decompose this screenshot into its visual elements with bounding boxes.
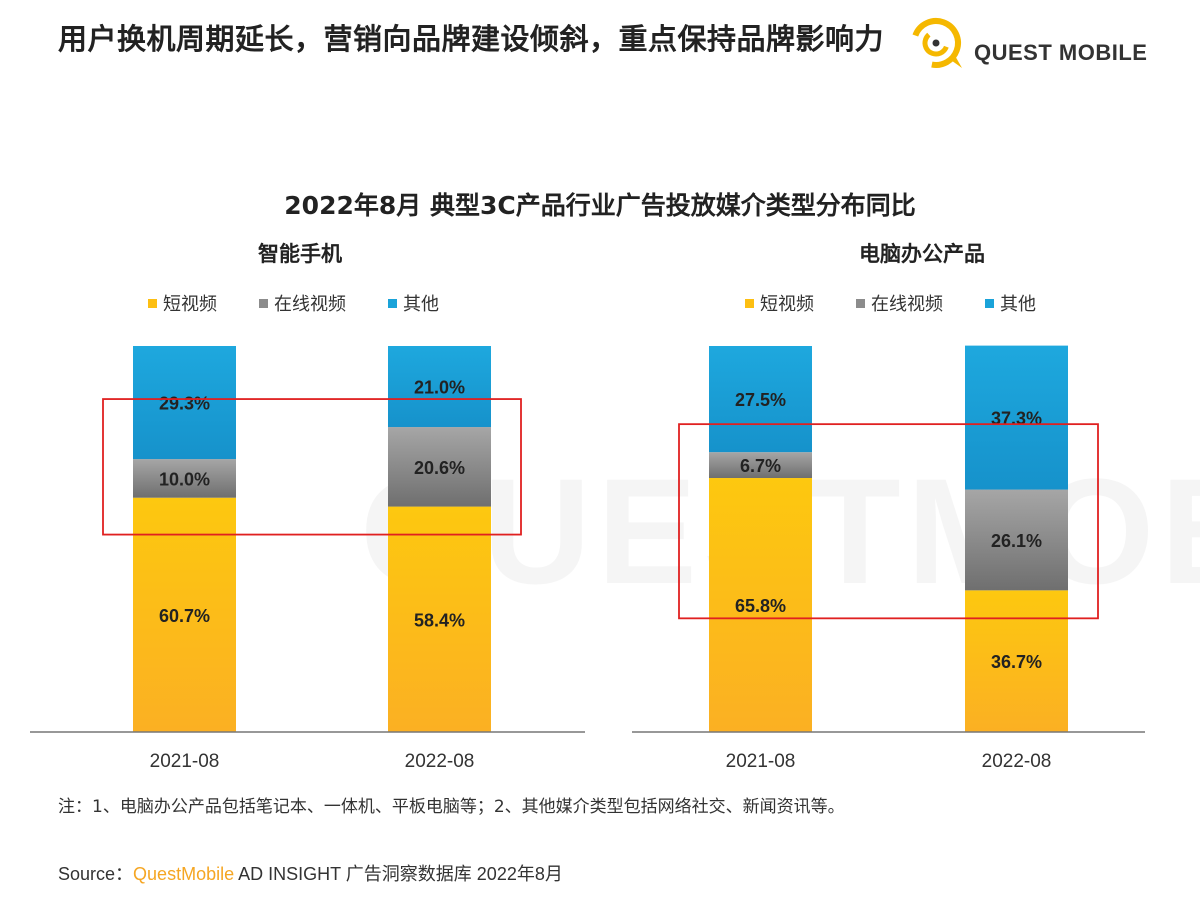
logo-text: QUEST MOBILE [974,40,1148,65]
legend-swatch [745,298,754,308]
legend-item-online-video: 在线视频 [856,290,943,316]
legend-swatch [856,298,865,308]
footnote: 注：1、电脑办公产品包括笔记本、一体机、平板电脑等；2、其他媒介类型包括网络社交… [58,797,845,817]
legend-item-other: 其他 [985,290,1036,316]
legend-label: 在线视频 [871,294,943,315]
legend-label: 其他 [403,294,439,315]
x-tick-label: 2021-08 [726,751,796,772]
data-label: 58.4% [414,610,465,630]
data-label: 65.8% [735,596,786,616]
source-suffix: AD INSIGHT 广告洞察数据库 2022年8月 [234,864,563,884]
data-label: 21.0% [414,378,465,398]
bar-segment-online-video [965,489,1068,591]
questmobile-logo: QUEST MOBILE [908,14,1168,70]
legend-label: 短视频 [760,294,814,315]
source-line: Source：QuestMobile AD INSIGHT 广告洞察数据库 20… [58,860,563,886]
legend-smartphone: 短视频 在线视频 其他 [148,290,439,316]
bar-segment-online-video [133,459,236,498]
data-label: 37.3% [991,409,1042,429]
logo-mark-icon [911,18,962,68]
legend-pc-office: 短视频 在线视频 其他 [745,290,1036,316]
bar-segment-short-video [388,506,491,732]
legend-swatch [148,298,157,308]
highlight-box [102,398,522,536]
panel-title-pc-office: 电脑办公产品 [859,242,985,266]
data-label: 10.0% [159,469,210,489]
headline: 用户换机周期延长，营销向品牌建设倾斜，重点保持品牌影响力 [58,22,885,56]
highlight-box [678,423,1099,620]
bar-segment-other [709,346,812,453]
x-tick-label: 2022-08 [982,751,1052,772]
bar-segment-online-video [709,452,812,479]
x-tick-label: 2021-08 [150,751,220,772]
legend-label: 其他 [1000,294,1036,315]
legend-swatch [259,298,268,308]
data-label: 27.5% [735,390,786,410]
bar-segment-other [965,345,1068,490]
panel-title-smartphone: 智能手机 [258,242,342,266]
data-label: 6.7% [740,456,781,476]
bar-segment-other [388,346,491,428]
chart-main-title: 2022年8月 典型3C产品行业广告投放媒介类型分布同比 [284,191,916,220]
legend-item-online-video: 在线视频 [259,290,346,316]
legend-swatch [985,298,994,308]
bar-segment-short-video [709,478,812,732]
bar-segment-short-video [133,497,236,732]
bar-segment-short-video [965,590,1068,732]
data-label: 26.1% [991,531,1042,551]
source-brand: QuestMobile [133,864,235,884]
bar-segment-online-video [388,427,491,507]
legend-swatch [388,298,397,308]
source-prefix: Source： [58,864,134,884]
legend-label: 在线视频 [274,294,346,315]
legend-item-short-video: 短视频 [148,290,217,316]
legend-item-other: 其他 [388,290,439,316]
legend-item-short-video: 短视频 [745,290,814,316]
data-label: 60.7% [159,606,210,626]
data-label: 29.3% [159,394,210,414]
bar-segment-other [133,346,236,460]
data-label: 20.6% [414,458,465,478]
x-tick-label: 2022-08 [405,751,475,772]
data-label: 36.7% [991,652,1042,672]
legend-label: 短视频 [163,294,217,315]
